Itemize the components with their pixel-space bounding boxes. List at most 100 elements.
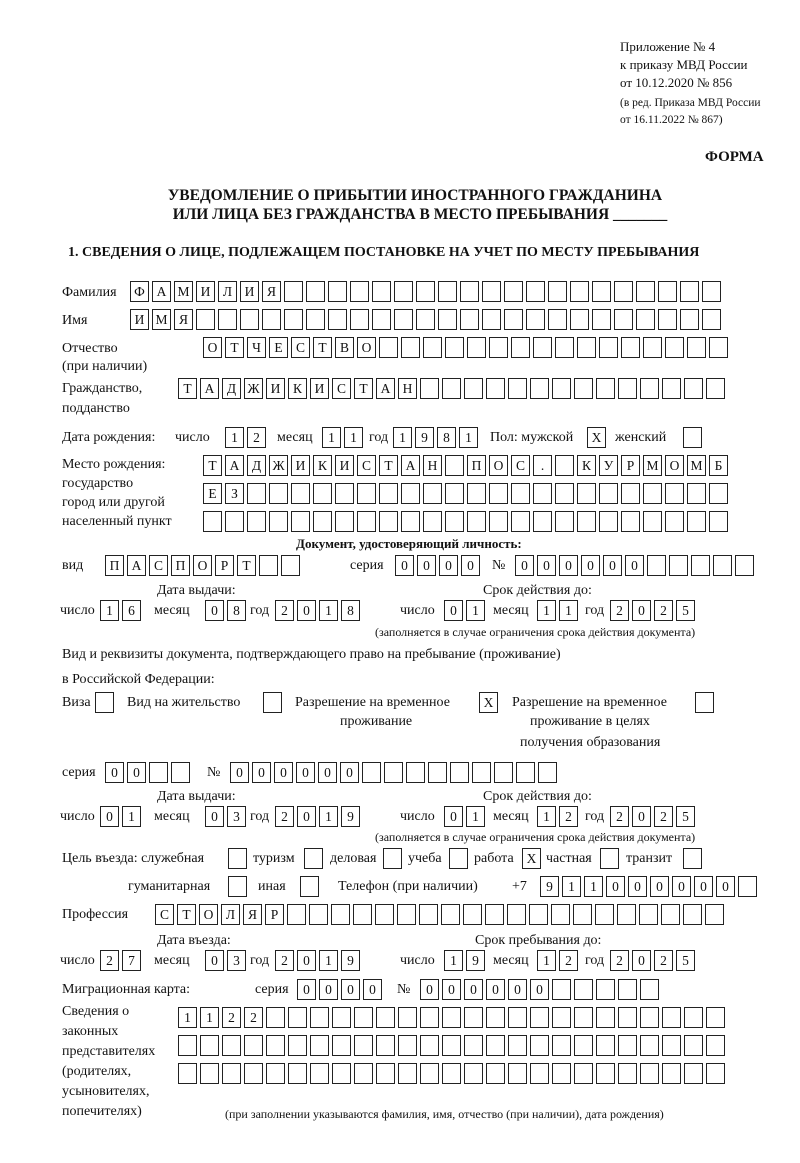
character-cell[interactable]: X xyxy=(479,692,498,713)
character-cell[interactable]: 2 xyxy=(100,950,119,971)
character-cell[interactable] xyxy=(599,511,618,532)
character-cell[interactable] xyxy=(640,1035,659,1056)
character-cell[interactable] xyxy=(313,483,332,504)
character-cell[interactable] xyxy=(548,309,567,330)
character-cell[interactable] xyxy=(529,904,548,925)
character-cell[interactable] xyxy=(420,1035,439,1056)
character-cell[interactable] xyxy=(375,904,394,925)
character-cell[interactable]: 5 xyxy=(676,806,695,827)
character-cell[interactable] xyxy=(530,1035,549,1056)
character-cell[interactable]: 0 xyxy=(694,876,713,897)
character-cell[interactable] xyxy=(738,876,757,897)
character-cell[interactable] xyxy=(684,1007,703,1028)
character-cell[interactable]: Б xyxy=(709,455,728,476)
character-cell[interactable]: Д xyxy=(247,455,266,476)
character-cell[interactable] xyxy=(640,1007,659,1028)
character-cell[interactable]: Е xyxy=(203,483,222,504)
character-cell[interactable] xyxy=(441,904,460,925)
character-cell[interactable]: 1 xyxy=(322,427,341,448)
character-cell[interactable]: 0 xyxy=(530,979,549,1000)
character-cell[interactable] xyxy=(331,904,350,925)
character-cell[interactable]: 0 xyxy=(559,555,578,576)
character-cell[interactable] xyxy=(614,281,633,302)
character-cell[interactable]: 0 xyxy=(319,979,338,1000)
character-cell[interactable]: М xyxy=(152,309,171,330)
character-cell[interactable]: 0 xyxy=(363,979,382,1000)
character-cell[interactable] xyxy=(596,378,615,399)
character-cell[interactable] xyxy=(420,1007,439,1028)
character-cell[interactable]: 1 xyxy=(537,806,556,827)
character-cell[interactable] xyxy=(640,378,659,399)
representatives-field-2[interactable] xyxy=(178,1035,725,1056)
character-cell[interactable] xyxy=(335,483,354,504)
character-cell[interactable]: 8 xyxy=(341,600,360,621)
character-cell[interactable] xyxy=(428,762,447,783)
character-cell[interactable]: 9 xyxy=(415,427,434,448)
character-cell[interactable]: Т xyxy=(203,455,222,476)
purpose-service-checkbox[interactable] xyxy=(228,848,247,869)
character-cell[interactable] xyxy=(504,281,523,302)
character-cell[interactable] xyxy=(665,337,684,358)
character-cell[interactable] xyxy=(713,555,732,576)
character-cell[interactable]: 0 xyxy=(461,555,480,576)
character-cell[interactable]: 1 xyxy=(444,950,463,971)
character-cell[interactable]: 3 xyxy=(227,806,246,827)
character-cell[interactable] xyxy=(643,337,662,358)
character-cell[interactable]: 2 xyxy=(275,806,294,827)
character-cell[interactable] xyxy=(313,511,332,532)
character-cell[interactable] xyxy=(552,1007,571,1028)
character-cell[interactable] xyxy=(684,378,703,399)
character-cell[interactable] xyxy=(507,904,526,925)
character-cell[interactable] xyxy=(618,1007,637,1028)
character-cell[interactable]: И xyxy=(335,455,354,476)
character-cell[interactable]: М xyxy=(687,455,706,476)
character-cell[interactable]: А xyxy=(127,555,146,576)
character-cell[interactable]: 7 xyxy=(122,950,141,971)
character-cell[interactable] xyxy=(530,1063,549,1084)
residence-checkbox[interactable] xyxy=(263,692,282,713)
character-cell[interactable]: 2 xyxy=(610,950,629,971)
character-cell[interactable]: 0 xyxy=(439,555,458,576)
character-cell[interactable] xyxy=(618,378,637,399)
character-cell[interactable] xyxy=(684,1063,703,1084)
character-cell[interactable] xyxy=(639,904,658,925)
character-cell[interactable] xyxy=(464,1063,483,1084)
character-cell[interactable] xyxy=(372,281,391,302)
character-cell[interactable] xyxy=(266,1035,285,1056)
character-cell[interactable] xyxy=(332,1035,351,1056)
character-cell[interactable] xyxy=(614,309,633,330)
character-cell[interactable] xyxy=(416,309,435,330)
character-cell[interactable]: С xyxy=(511,455,530,476)
character-cell[interactable] xyxy=(706,1007,725,1028)
character-cell[interactable] xyxy=(464,378,483,399)
character-cell[interactable] xyxy=(640,979,659,1000)
character-cell[interactable]: 1 xyxy=(559,600,578,621)
character-cell[interactable]: 0 xyxy=(274,762,293,783)
character-cell[interactable]: 6 xyxy=(122,600,141,621)
character-cell[interactable]: 0 xyxy=(508,979,527,1000)
character-cell[interactable] xyxy=(178,1035,197,1056)
character-cell[interactable] xyxy=(555,455,574,476)
character-cell[interactable] xyxy=(464,1007,483,1028)
character-cell[interactable] xyxy=(310,1063,329,1084)
character-cell[interactable]: Н xyxy=(423,455,442,476)
character-cell[interactable] xyxy=(735,555,754,576)
character-cell[interactable]: К xyxy=(577,455,596,476)
character-cell[interactable] xyxy=(709,337,728,358)
character-cell[interactable] xyxy=(398,1063,417,1084)
character-cell[interactable]: 0 xyxy=(628,876,647,897)
character-cell[interactable]: 1 xyxy=(562,876,581,897)
character-cell[interactable] xyxy=(555,337,574,358)
character-cell[interactable] xyxy=(149,762,168,783)
character-cell[interactable] xyxy=(643,511,662,532)
